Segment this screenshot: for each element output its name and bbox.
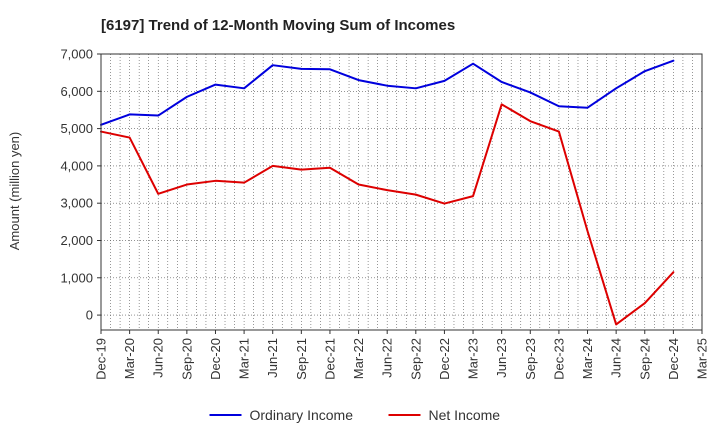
- chart-title: [6197] Trend of 12-Month Moving Sum of I…: [101, 17, 455, 34]
- x-tick-label: Sep-21: [294, 338, 309, 380]
- y-tick-label: 2,000: [60, 233, 93, 248]
- x-tick-label: Mar-24: [580, 338, 595, 379]
- legend-label: Net Income: [429, 407, 501, 423]
- x-tick-label: Dec-20: [208, 338, 223, 380]
- plot-frame: [100, 53, 703, 331]
- x-tick-label: Mar-23: [466, 338, 481, 379]
- x-tick-label: Dec-21: [322, 338, 337, 380]
- x-tick-label: Dec-19: [94, 338, 109, 380]
- series-line-ordinary-income: [100, 59, 675, 126]
- y-axis-ticks: 0 1,000 2,000 3,000 4,000 5,000 6,000 7,000: [60, 47, 101, 323]
- x-tick-label: Mar-21: [237, 338, 252, 379]
- y-tick-label: 5,000: [60, 121, 93, 136]
- x-tick-label: Jun-23: [494, 338, 509, 378]
- x-tick-label: Mar-20: [122, 338, 137, 379]
- legend: Ordinary Income Net Income: [209, 407, 501, 423]
- x-tick-label: Jun-24: [609, 338, 624, 378]
- x-tick-label: Mar-25: [695, 338, 710, 379]
- x-tick-label: Jun-22: [380, 338, 395, 378]
- x-tick-label: Sep-23: [523, 338, 538, 380]
- y-tick-label: 1,000: [60, 270, 93, 285]
- x-tick-label: Sep-24: [637, 338, 652, 380]
- x-tick-label: Dec-22: [437, 338, 452, 380]
- y-tick-label: 3,000: [60, 196, 93, 211]
- x-tick-label: Mar-22: [351, 338, 366, 379]
- x-tick-label: Sep-22: [408, 338, 423, 380]
- x-tick-label: Sep-20: [179, 338, 194, 380]
- y-tick-label: 0: [86, 308, 93, 323]
- y-tick-label: 4,000: [60, 158, 93, 173]
- series-line-net-income: [100, 103, 675, 326]
- x-tick-label: Dec-23: [551, 338, 566, 380]
- grid: [101, 53, 702, 330]
- x-axis-ticks: Dec-19 Mar-20 Jun-20 Sep-20 Dec-20 Mar-21 Jun-…: [94, 330, 710, 380]
- legend-label: Ordinary Income: [250, 407, 354, 423]
- x-tick-label: Jun-21: [265, 338, 280, 378]
- x-tick-label: Dec-24: [666, 338, 681, 380]
- y-tick-label: 6,000: [60, 84, 93, 99]
- series-layer: [100, 59, 675, 326]
- y-tick-label: 7,000: [60, 47, 93, 62]
- y-axis-label: Amount (million yen): [7, 132, 22, 251]
- x-tick-label: Jun-20: [151, 338, 166, 378]
